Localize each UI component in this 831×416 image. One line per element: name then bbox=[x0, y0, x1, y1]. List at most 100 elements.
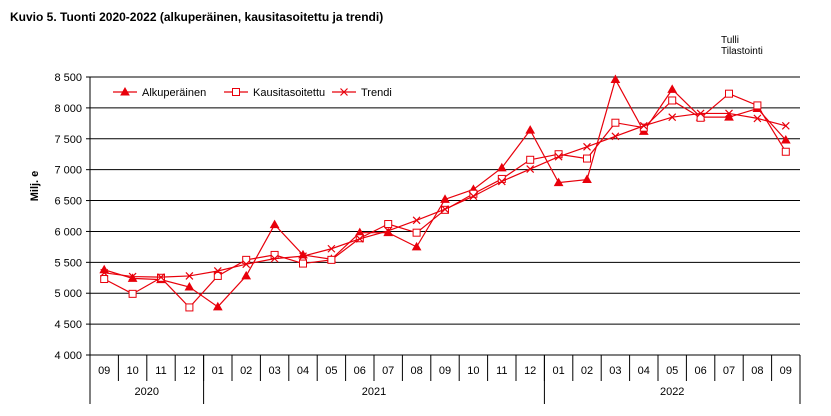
x-tick-label: 01 bbox=[212, 365, 224, 377]
data-point-trendi bbox=[639, 121, 648, 130]
legend-marker bbox=[120, 86, 130, 96]
chart-title: Kuvio 5. Tuonti 2020-2022 (alkuperäinen,… bbox=[10, 10, 384, 24]
year-label: 2021 bbox=[362, 386, 386, 398]
y-tick-label: 4 500 bbox=[54, 319, 82, 331]
x-tick-label: 05 bbox=[325, 365, 337, 377]
data-point-alkuperainen bbox=[553, 177, 564, 187]
data-point-trendi bbox=[441, 205, 449, 214]
source-line-2: Tilastointi bbox=[721, 46, 763, 57]
data-point-kausitasoitettu bbox=[128, 289, 137, 298]
data-point-kausitasoitettu bbox=[185, 303, 194, 312]
y-axis: 4 000 4 500 5 000 5 500 6 000 6 500 7 000 7 500… bbox=[54, 72, 91, 362]
source-label: Tulli Tilastointi bbox=[721, 35, 763, 57]
x-tick-label: 02 bbox=[581, 365, 593, 377]
data-point-alkuperainen bbox=[212, 301, 223, 311]
data-point-trendi bbox=[100, 268, 109, 277]
data-point-trendi bbox=[583, 142, 591, 151]
legend-label: Alkuperäinen bbox=[142, 87, 206, 99]
legend-item-trendi: Trendi bbox=[332, 87, 392, 99]
legend-label: Kausitasoitettu bbox=[253, 87, 325, 99]
data-point-trendi bbox=[157, 273, 165, 282]
data-point-kausitasoitettu bbox=[299, 259, 307, 268]
x-tick-label: 08 bbox=[410, 365, 422, 377]
y-tick-label: 7 000 bbox=[54, 165, 82, 177]
data-point-trendi bbox=[611, 132, 620, 141]
series-trendi bbox=[100, 109, 790, 282]
x-tick-label: 02 bbox=[240, 365, 252, 377]
data-point-kausitasoitettu bbox=[583, 154, 591, 163]
data-point-kausitasoitettu bbox=[668, 96, 677, 105]
y-tick-label: 6 500 bbox=[54, 196, 82, 208]
x-tick-label: 12 bbox=[524, 365, 536, 377]
data-point-alkuperainen bbox=[440, 194, 450, 203]
year-label: 2020 bbox=[135, 386, 159, 398]
y-tick-label: 8 500 bbox=[54, 72, 82, 84]
data-point-trendi bbox=[526, 165, 535, 173]
x-tick-label: 12 bbox=[183, 365, 195, 377]
data-point-trendi bbox=[242, 260, 251, 269]
x-tick-label: 04 bbox=[638, 365, 650, 377]
data-point-kausitasoitettu bbox=[725, 89, 733, 98]
data-point-kausitasoitettu bbox=[497, 174, 506, 183]
data-point-trendi bbox=[668, 113, 677, 122]
data-point-kausitasoitettu bbox=[554, 150, 563, 159]
y-tick-label: 8 000 bbox=[54, 103, 82, 115]
legend-marker bbox=[340, 88, 348, 96]
data-point-alkuperainen bbox=[184, 282, 195, 291]
data-point-trendi bbox=[270, 254, 279, 263]
data-point-trendi bbox=[554, 152, 563, 161]
x-tick-label: 09 bbox=[98, 365, 110, 377]
x-tick-label: 10 bbox=[467, 365, 479, 377]
x-tick-label: 05 bbox=[666, 365, 678, 377]
data-point-alkuperainen bbox=[667, 84, 678, 93]
data-point-trendi bbox=[725, 109, 733, 118]
data-point-alkuperainen bbox=[582, 174, 592, 184]
x-tick-label: 03 bbox=[609, 365, 621, 377]
data-point-trendi bbox=[412, 216, 421, 225]
data-point-kausitasoitettu bbox=[526, 155, 535, 164]
data-point-alkuperainen bbox=[724, 112, 734, 121]
year-label: 2022 bbox=[660, 386, 684, 398]
data-point-alkuperainen bbox=[411, 241, 422, 251]
data-point-kausitasoitettu bbox=[100, 275, 109, 284]
legend-label: Trendi bbox=[361, 87, 392, 99]
data-point-kausitasoitettu bbox=[270, 250, 279, 259]
legend-item-alkuperainen: Alkuperäinen bbox=[113, 86, 206, 99]
y-tick-label: 4 000 bbox=[54, 350, 82, 362]
x-tick-label: 11 bbox=[496, 365, 507, 377]
x-tick-label: 09 bbox=[780, 365, 792, 377]
data-point-trendi bbox=[781, 121, 790, 130]
data-point-trendi bbox=[497, 177, 506, 186]
data-point-alkuperainen bbox=[525, 125, 536, 134]
y-axis-label: Milj. e bbox=[29, 171, 41, 202]
data-point-kausitasoitettu bbox=[412, 228, 421, 237]
x-tick-label: 11 bbox=[155, 365, 166, 377]
data-point-trendi bbox=[327, 244, 336, 253]
data-point-trendi bbox=[128, 272, 137, 281]
y-tick-label: 5 500 bbox=[54, 257, 82, 269]
x-tick-label: 09 bbox=[439, 365, 451, 377]
data-point-trendi bbox=[384, 226, 393, 235]
data-point-trendi bbox=[469, 192, 478, 201]
x-tick-label: 10 bbox=[126, 365, 138, 377]
data-point-kausitasoitettu bbox=[213, 271, 222, 280]
data-point-alkuperainen bbox=[269, 219, 280, 229]
x-tick-label: 06 bbox=[354, 365, 366, 377]
x-axis: 09 10 11 12 01 02 03 04 05 06 07 08 09 10 11 12 01 02 03 04… bbox=[89, 355, 801, 404]
x-tick-label: 07 bbox=[382, 365, 394, 377]
data-point-trendi bbox=[696, 109, 705, 118]
data-point-trendi bbox=[355, 234, 364, 243]
x-tick-label: 04 bbox=[297, 365, 309, 377]
x-tick-label: 03 bbox=[268, 365, 280, 377]
data-point-kausitasoitettu bbox=[781, 147, 790, 156]
data-point-kausitasoitettu bbox=[611, 118, 620, 127]
source-line-1: Tulli bbox=[721, 35, 739, 46]
data-point-alkuperainen bbox=[780, 135, 791, 144]
data-point-trendi bbox=[213, 267, 222, 275]
data-point-trendi bbox=[299, 252, 307, 261]
y-tick-label: 7 500 bbox=[54, 134, 82, 146]
data-point-kausitasoitettu bbox=[327, 255, 336, 264]
series-group bbox=[99, 74, 791, 312]
x-tick-label: 01 bbox=[552, 365, 564, 377]
